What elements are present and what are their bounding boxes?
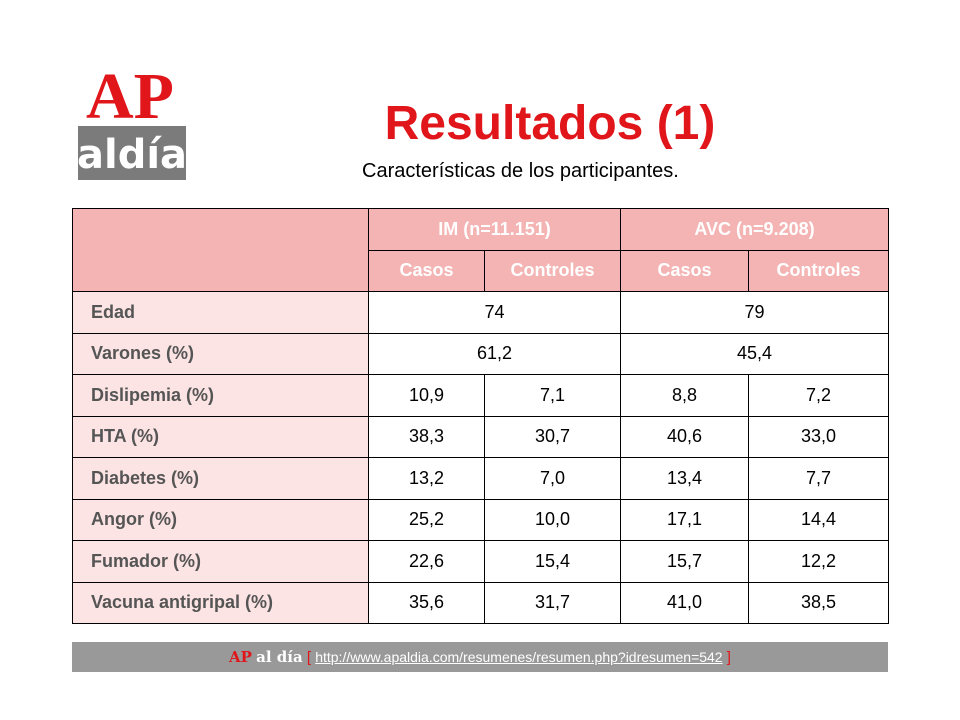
table-cell: 12,2 [748,540,889,583]
table-cell: 79 [620,291,889,334]
table-cell: 8,8 [620,374,749,417]
table-row: Vacuna antigripal (%) 35,6 31,7 41,0 38,… [72,581,889,624]
table-cell: 25,2 [368,498,485,541]
table-cell: 74 [368,291,621,334]
row-label: Angor (%) [72,498,369,541]
table-row: Edad 74 79 [72,291,889,334]
table-cell: 38,5 [748,581,889,624]
table-cell: 14,4 [748,498,889,541]
table-cell: 45,4 [620,332,889,375]
subheader-im-controles: Controles [484,249,621,292]
slide-title: Resultados (1) [384,97,716,150]
row-label: Vacuna antigripal (%) [72,581,369,624]
table-cell: 10,9 [368,374,485,417]
table-cell: 40,6 [620,415,749,458]
table-row: Dislipemia (%) 10,9 7,1 8,8 7,2 [72,374,889,417]
footer-source-link[interactable]: http://www.apaldia.com/resumenes/resumen… [315,649,723,665]
subheader-im-casos: Casos [368,249,485,292]
row-label: Fumador (%) [72,540,369,583]
table-cell: 35,6 [368,581,485,624]
results-table: IM (n=11.151) AVC (n=9.208) Casos Contro… [72,208,889,624]
table-cell: 7,2 [748,374,889,417]
table-row: Diabetes (%) 13,2 7,0 13,4 7,7 [72,457,889,500]
table-cell: 7,1 [484,374,621,417]
table-cell: 30,7 [484,415,621,458]
footer-bracket-close: ] [726,649,731,666]
table-cell: 13,4 [620,457,749,500]
row-label: Edad [72,291,369,334]
table-cell: 15,4 [484,540,621,583]
table-cell: 10,0 [484,498,621,541]
table-cell: 22,6 [368,540,485,583]
table-subheader-row: Casos Controles Casos Controles [73,249,889,292]
footer-brand-aldia: al día [256,648,303,666]
subheader-avc-casos: Casos [620,249,749,292]
table-cell: 31,7 [484,581,621,624]
subheader-avc-controles: Controles [748,249,889,292]
header-group-im: IM (n=11.151) [368,208,621,251]
footer-brand-ap: AP [229,648,252,666]
table-row: HTA (%) 38,3 30,7 40,6 33,0 [72,415,889,458]
table-cell: 13,2 [368,457,485,500]
row-label: Varones (%) [72,332,369,375]
table-cell: 7,7 [748,457,889,500]
table-row: Angor (%) 25,2 10,0 17,1 14,4 [72,498,889,541]
row-label: HTA (%) [72,415,369,458]
row-label: Dislipemia (%) [72,374,369,417]
footer-bar: AP al día [ http://www.apaldia.com/resum… [72,642,888,672]
row-label: Diabetes (%) [72,457,369,500]
table-cell: 33,0 [748,415,889,458]
table-header-row: IM (n=11.151) AVC (n=9.208) [72,208,889,292]
logo-aldia-text: aldía [78,132,187,178]
table-cell: 7,0 [484,457,621,500]
table-cell: 17,1 [620,498,749,541]
slide-subtitle: Características de los participantes. [362,160,679,182]
table-cell: 38,3 [368,415,485,458]
footer-bracket-open: [ [306,649,312,666]
table-row: Varones (%) 61,2 45,4 [72,332,889,375]
table-cell: 15,7 [620,540,749,583]
table-cell: 61,2 [368,332,621,375]
table-row: Fumador (%) 22,6 15,4 15,7 12,2 [72,540,889,583]
header-corner-cell [72,208,369,292]
logo-box [78,126,186,180]
ap-al-dia-logo: AP aldía [78,62,187,180]
logo-ap-text: AP [86,62,174,133]
header-group-avc: AVC (n=9.208) [620,208,889,251]
table-cell: 41,0 [620,581,749,624]
